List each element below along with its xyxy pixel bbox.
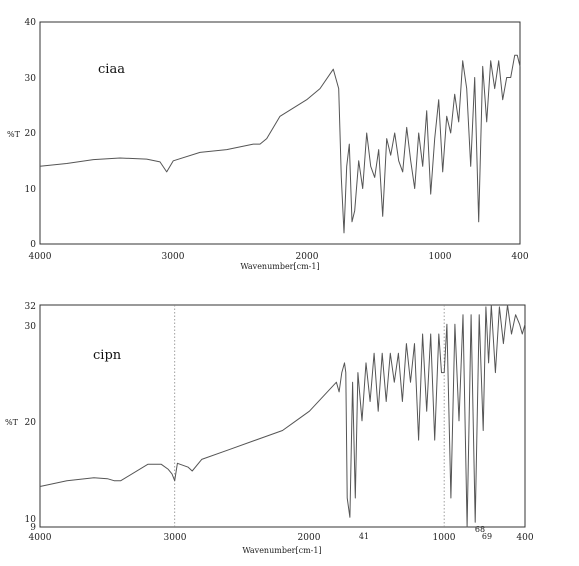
y-tick-label: 30 — [25, 322, 37, 332]
x-tick-label: 400 — [516, 533, 533, 543]
sample-label: ciaa — [98, 62, 125, 77]
x-tick-label: 400 — [511, 252, 528, 262]
sample-label: cipn — [93, 348, 122, 363]
y-tick-label: 30 — [25, 74, 37, 84]
y-ticks: 0 10 20 30 40 — [25, 18, 37, 250]
x-tick-label: 4000 — [29, 533, 52, 543]
x-tick-label: 1000 — [429, 252, 452, 262]
x-tick-label: 2000 — [296, 252, 319, 262]
x-ticks: 4000 3000 2000 1000 400 — [29, 252, 529, 262]
x-tick-label: 4000 — [29, 252, 52, 262]
y-ticks: 9 10 20 30 32 — [25, 302, 37, 533]
spectrum-line — [39, 54, 521, 234]
plot-frame — [39, 304, 526, 528]
spectrum-line — [39, 304, 526, 528]
peak-label: 68 — [475, 525, 485, 534]
x-tick-label: 3000 — [164, 533, 187, 543]
y-tick-label: 0 — [30, 240, 36, 250]
y-tick-label: 10 — [25, 515, 37, 525]
x-ticks: 4000 3000 2000 1000 400 — [29, 533, 534, 543]
y-axis-label: %T — [7, 130, 21, 139]
plot-frame — [39, 21, 521, 245]
y-tick-label: 20 — [25, 129, 37, 139]
y-tick-label: 10 — [25, 185, 37, 195]
x-axis-label: Wavenumber[cm-1] — [242, 546, 321, 555]
peak-label: 41 — [359, 532, 369, 541]
y-tick-label: 32 — [25, 302, 36, 312]
y-tick-label: 40 — [25, 18, 37, 28]
chart-cipn: 9 10 20 30 32 %T 4000 3000 2000 1000 400… — [5, 302, 534, 555]
x-tick-label: 1000 — [433, 533, 456, 543]
x-tick-label: 2000 — [298, 533, 321, 543]
chart-ciaa: 0 10 20 30 40 %T 4000 3000 2000 1000 400… — [7, 18, 529, 271]
x-axis-label: Wavenumber[cm-1] — [240, 262, 319, 271]
y-tick-label: 20 — [25, 418, 37, 428]
peak-label: 69 — [482, 532, 492, 541]
x-tick-label: 3000 — [162, 252, 185, 262]
y-tick-label: 9 — [30, 523, 36, 533]
y-axis-label: %T — [5, 418, 19, 427]
